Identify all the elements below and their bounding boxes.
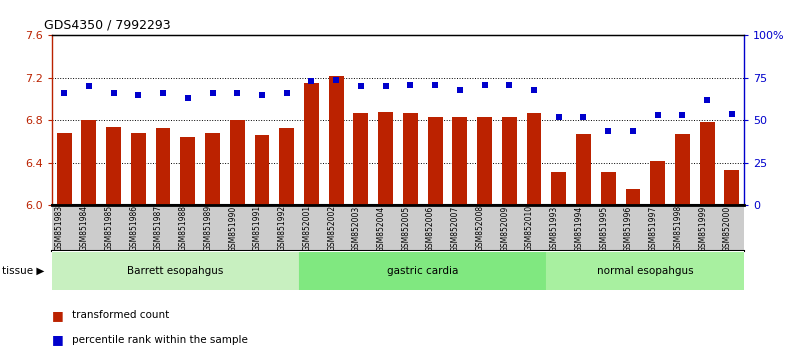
Point <box>132 92 145 98</box>
Text: GSM851983: GSM851983 <box>55 205 64 251</box>
Text: GSM851992: GSM851992 <box>278 205 287 251</box>
Bar <box>675 134 690 205</box>
Text: transformed count: transformed count <box>72 310 169 320</box>
Text: GSM851989: GSM851989 <box>204 205 213 251</box>
Bar <box>230 120 244 205</box>
Text: normal esopahgus: normal esopahgus <box>597 266 693 276</box>
Text: GSM852001: GSM852001 <box>302 205 311 251</box>
Text: GSM851984: GSM851984 <box>80 205 89 251</box>
Point <box>454 87 466 93</box>
Text: ■: ■ <box>52 333 64 346</box>
Point <box>157 90 170 96</box>
Bar <box>156 128 170 205</box>
Point <box>256 92 268 98</box>
Point <box>379 84 392 89</box>
Point <box>429 82 442 87</box>
Text: GSM851993: GSM851993 <box>550 205 559 252</box>
Text: ■: ■ <box>52 309 64 321</box>
Text: percentile rank within the sample: percentile rank within the sample <box>72 335 248 345</box>
Bar <box>552 172 566 205</box>
Point <box>626 128 639 133</box>
Text: GDS4350 / 7992293: GDS4350 / 7992293 <box>44 19 170 32</box>
Point <box>602 128 615 133</box>
Text: GSM851985: GSM851985 <box>104 205 114 251</box>
Text: GSM851988: GSM851988 <box>179 205 188 251</box>
Point <box>404 82 417 87</box>
Text: GSM852010: GSM852010 <box>525 205 534 251</box>
Point <box>552 114 565 120</box>
Bar <box>576 134 591 205</box>
Bar <box>131 133 146 205</box>
Text: Barrett esopahgus: Barrett esopahgus <box>127 266 224 276</box>
Point <box>231 90 244 96</box>
Text: GSM851998: GSM851998 <box>673 205 682 251</box>
Text: GSM852009: GSM852009 <box>501 205 509 252</box>
Bar <box>527 113 541 205</box>
Bar <box>378 112 393 205</box>
Point <box>503 82 516 87</box>
Bar <box>700 122 715 205</box>
Point <box>528 87 540 93</box>
Bar <box>52 252 299 290</box>
Point <box>107 90 120 96</box>
Text: GSM852007: GSM852007 <box>451 205 460 252</box>
Bar <box>546 252 744 290</box>
Text: GSM852008: GSM852008 <box>475 205 485 251</box>
Text: GSM852000: GSM852000 <box>723 205 732 252</box>
Point <box>725 111 738 116</box>
Point <box>58 90 71 96</box>
Point <box>206 90 219 96</box>
Point <box>181 96 194 101</box>
Bar <box>353 113 369 205</box>
Text: GSM852002: GSM852002 <box>327 205 336 251</box>
Bar <box>427 117 443 205</box>
Bar <box>181 137 195 205</box>
Point <box>330 77 342 82</box>
Bar <box>403 113 418 205</box>
Point <box>305 79 318 84</box>
Bar <box>329 76 344 205</box>
Text: GSM851987: GSM851987 <box>154 205 163 251</box>
Text: GSM852003: GSM852003 <box>352 205 361 252</box>
Point <box>354 84 367 89</box>
Bar <box>106 127 121 205</box>
Text: GSM852004: GSM852004 <box>377 205 385 252</box>
Point <box>577 114 590 120</box>
Point <box>478 82 491 87</box>
Bar <box>205 133 220 205</box>
Bar <box>304 83 319 205</box>
Bar <box>299 252 546 290</box>
Point <box>280 90 293 96</box>
Point <box>700 97 713 103</box>
Point <box>676 113 689 118</box>
Bar <box>279 128 294 205</box>
Bar <box>501 117 517 205</box>
Point <box>651 113 664 118</box>
Bar <box>255 135 269 205</box>
Text: gastric cardia: gastric cardia <box>387 266 458 276</box>
Bar <box>626 189 641 205</box>
Text: GSM851990: GSM851990 <box>228 205 237 252</box>
Bar <box>57 133 72 205</box>
Bar <box>452 117 467 205</box>
Text: GSM851996: GSM851996 <box>624 205 633 252</box>
Text: GSM851999: GSM851999 <box>698 205 707 252</box>
Bar <box>650 161 665 205</box>
Text: GSM852005: GSM852005 <box>401 205 411 252</box>
Text: GSM851994: GSM851994 <box>575 205 583 252</box>
Point <box>83 84 96 89</box>
Bar <box>477 117 492 205</box>
Text: tissue ▶: tissue ▶ <box>2 266 45 276</box>
Text: GSM851995: GSM851995 <box>599 205 608 252</box>
Bar <box>601 172 615 205</box>
Bar <box>724 170 739 205</box>
Text: GSM851986: GSM851986 <box>129 205 139 251</box>
Text: GSM852006: GSM852006 <box>426 205 435 252</box>
Bar <box>81 120 96 205</box>
Text: GSM851991: GSM851991 <box>253 205 262 251</box>
Text: GSM851997: GSM851997 <box>649 205 657 252</box>
